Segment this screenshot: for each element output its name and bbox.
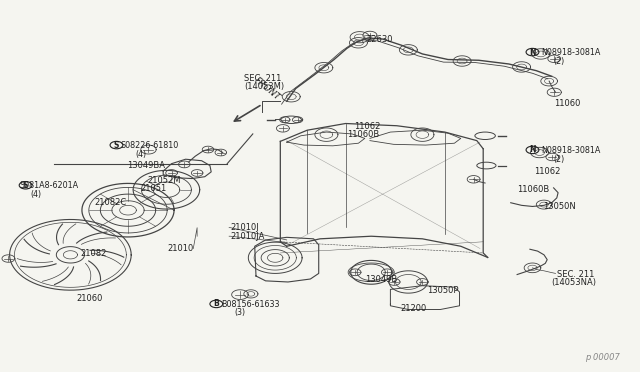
Text: 21010: 21010 [167, 244, 193, 253]
Text: 21052M: 21052M [147, 176, 180, 185]
Text: S08226-61810: S08226-61810 [120, 141, 179, 150]
Text: N08918-3081A: N08918-3081A [541, 48, 600, 57]
Text: S: S [114, 141, 119, 150]
Text: (2): (2) [554, 155, 565, 164]
Text: S081A8-6201A: S081A8-6201A [19, 182, 78, 190]
Text: (2): (2) [554, 57, 565, 66]
Text: 21082C: 21082C [95, 198, 127, 207]
Text: 13049B: 13049B [365, 275, 397, 284]
Text: 11060B: 11060B [347, 130, 379, 139]
Text: (4): (4) [30, 190, 41, 199]
Text: N: N [529, 48, 536, 57]
Text: 11062: 11062 [354, 122, 380, 131]
Text: B08156-61633: B08156-61633 [221, 300, 279, 309]
Text: SEC. 211: SEC. 211 [244, 74, 282, 83]
Text: SEC. 211: SEC. 211 [557, 270, 594, 279]
Text: (4): (4) [136, 150, 147, 159]
Text: 21051: 21051 [141, 185, 167, 193]
Text: p 00007: p 00007 [585, 353, 620, 362]
Text: 21200: 21200 [400, 304, 426, 313]
Text: (14053NA): (14053NA) [552, 278, 596, 287]
Text: 13050N: 13050N [543, 202, 575, 211]
Text: (14053M): (14053M) [244, 82, 285, 91]
Text: 11062: 11062 [534, 167, 561, 176]
Text: 21010J: 21010J [230, 223, 259, 232]
Text: 11060B: 11060B [517, 185, 549, 194]
Text: S: S [23, 181, 28, 190]
Text: (3): (3) [234, 308, 245, 317]
Text: 13050P: 13050P [428, 286, 459, 295]
Text: N08918-3081A: N08918-3081A [541, 146, 600, 155]
Text: N: N [529, 145, 536, 154]
Text: 21082: 21082 [80, 249, 106, 258]
Text: FRONT: FRONT [253, 75, 282, 102]
Text: 21060: 21060 [77, 294, 103, 303]
Text: 21010JA: 21010JA [230, 232, 265, 241]
Text: 13049BA: 13049BA [127, 161, 164, 170]
Text: 22630: 22630 [366, 35, 392, 44]
Text: B: B [214, 299, 219, 308]
Text: 11060: 11060 [554, 99, 580, 108]
